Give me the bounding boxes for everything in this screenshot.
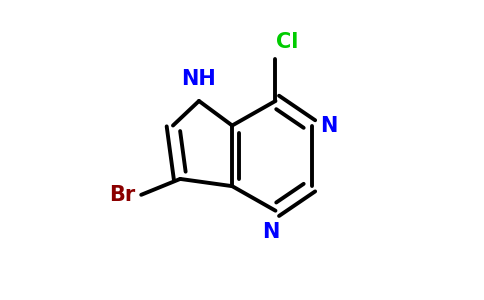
Text: N: N	[262, 222, 280, 242]
Text: NH: NH	[182, 69, 216, 89]
Text: N: N	[320, 116, 337, 136]
Text: Br: Br	[109, 185, 136, 205]
Text: Cl: Cl	[276, 32, 298, 52]
